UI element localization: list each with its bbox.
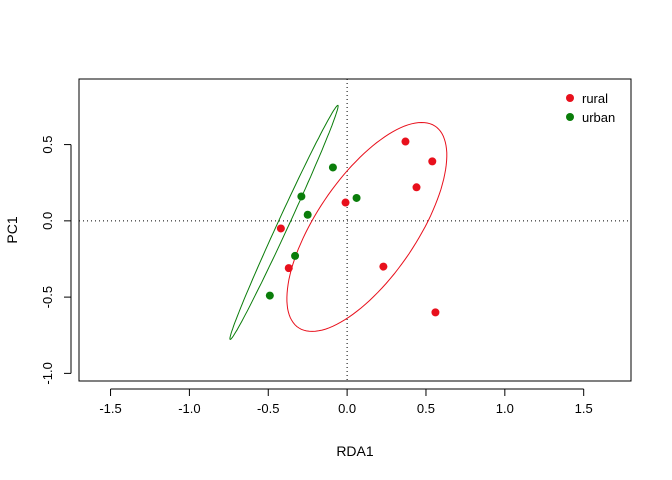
urban-point [303, 210, 312, 219]
rural-point [379, 262, 388, 271]
legend-label-rural: rural [582, 91, 608, 106]
x-tick-label: 0.5 [417, 401, 435, 416]
rural-point [341, 198, 350, 207]
urban-ellipse [229, 104, 339, 340]
x-tick-label: -1.5 [99, 401, 121, 416]
x-tick-label: 0.0 [338, 401, 356, 416]
rural-point [401, 137, 410, 146]
urban-point [352, 193, 361, 202]
x-tick-label: 1.5 [575, 401, 593, 416]
rural-point [428, 157, 437, 166]
x-tick-label: -0.5 [257, 401, 279, 416]
x-axis-title: RDA1 [336, 443, 374, 459]
legend-marker-rural [566, 94, 574, 102]
legend-label-urban: urban [582, 110, 615, 125]
y-tick-label: 0.5 [40, 136, 55, 154]
urban-point [291, 251, 300, 260]
urban-point [297, 192, 306, 201]
rural-point [276, 224, 285, 233]
rural-point [431, 308, 440, 317]
plot-layer: -1.5 -1.0 -0.5 0.0 0.5 1.0 1.5 -1.0 -0.5 0.0 0.5 ru… [40, 78, 632, 416]
rural-point [412, 183, 421, 192]
urban-point [265, 291, 274, 300]
x-tick-label: -1.0 [178, 401, 200, 416]
plot-frame [78, 78, 632, 382]
rural-point [284, 264, 293, 273]
rural-ellipse [286, 121, 448, 332]
y-tick-label: -1.0 [40, 362, 55, 384]
y-tick-label: 0.0 [40, 212, 55, 230]
urban-point [328, 163, 337, 172]
legend-marker-urban [566, 113, 574, 121]
y-tick-label: -0.5 [40, 286, 55, 308]
x-tick-label: 1.0 [496, 401, 514, 416]
y-axis-title: PC1 [4, 216, 20, 243]
